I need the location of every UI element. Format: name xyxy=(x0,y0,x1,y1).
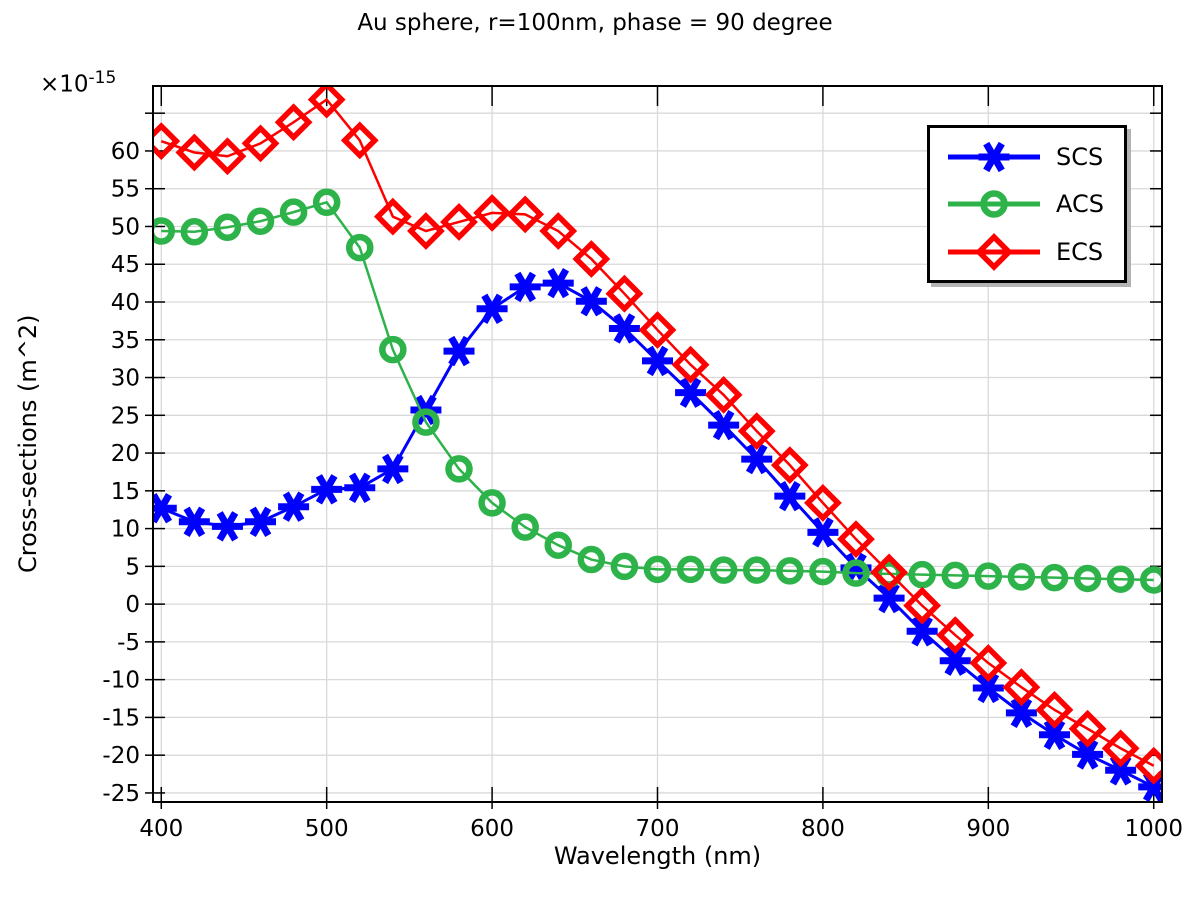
x-tick-label: 800 xyxy=(801,816,845,842)
y-tick-label: -25 xyxy=(102,781,140,807)
x-tick-label: 1000 xyxy=(1124,816,1183,842)
y-tick-label: 55 xyxy=(111,177,140,203)
y-tick-label: 35 xyxy=(111,328,140,354)
x-tick-label: 900 xyxy=(966,816,1010,842)
legend: SCS ACS ECS xyxy=(927,125,1127,283)
legend-marker-scs-icon xyxy=(948,141,1040,172)
y-axis-multiplier: ×10-15 xyxy=(40,68,116,98)
y-tick-label: -20 xyxy=(102,743,140,769)
x-tick-label: 700 xyxy=(636,816,680,842)
y-tick-label: -5 xyxy=(117,630,140,656)
legend-marker-ecs-icon xyxy=(948,232,1040,271)
legend-item-label: ECS xyxy=(1056,237,1104,266)
y-tick-label: 10 xyxy=(111,517,140,543)
plot-border xyxy=(152,85,1163,803)
legend-item-label: ACS xyxy=(1056,190,1104,218)
series-ACS xyxy=(153,188,1162,594)
y-axis-multiplier-exponent: -15 xyxy=(88,68,117,88)
y-tick-label: -15 xyxy=(102,705,140,731)
y-tick-label: 15 xyxy=(111,479,140,505)
y-tick-label: 0 xyxy=(125,592,140,618)
y-tick-label: 30 xyxy=(111,366,140,392)
x-axis-tick-labels: 400 500 600 700 800 900 1000 xyxy=(139,816,1183,842)
y-tick-label: 60 xyxy=(111,139,140,165)
legend-item-label: SCS xyxy=(1056,142,1104,171)
y-axis-tick-labels: -25 -20 -15 -10 -5 0 5 10 15 20 25 30 35 40 45 50 55 60 xyxy=(102,139,140,807)
x-axis-label: Wavelength (nm) xyxy=(553,842,762,870)
legend-item-ecs: ECS xyxy=(944,232,1124,271)
y-tick-label: 25 xyxy=(111,403,140,429)
y-axis-multiplier-base: ×10 xyxy=(40,71,89,98)
y-tick-label: -10 xyxy=(102,668,140,694)
legend-marker-acs-icon xyxy=(948,190,1040,218)
y-tick-label: 20 xyxy=(111,441,140,467)
y-tick-label: 45 xyxy=(111,252,140,278)
y-tick-label: 40 xyxy=(111,290,140,316)
legend-item-scs: SCS xyxy=(944,138,1124,176)
y-tick-label: 5 xyxy=(125,554,140,580)
chart-title: Au sphere, r=100nm, phase = 90 degree xyxy=(357,10,833,36)
legend-item-acs: ACS xyxy=(944,185,1124,223)
x-tick-label: 400 xyxy=(139,816,183,842)
y-tick-label: 50 xyxy=(111,214,140,240)
series-ECS xyxy=(153,86,1162,785)
x-tick-label: 500 xyxy=(305,816,349,842)
x-tick-label: 600 xyxy=(470,816,514,842)
